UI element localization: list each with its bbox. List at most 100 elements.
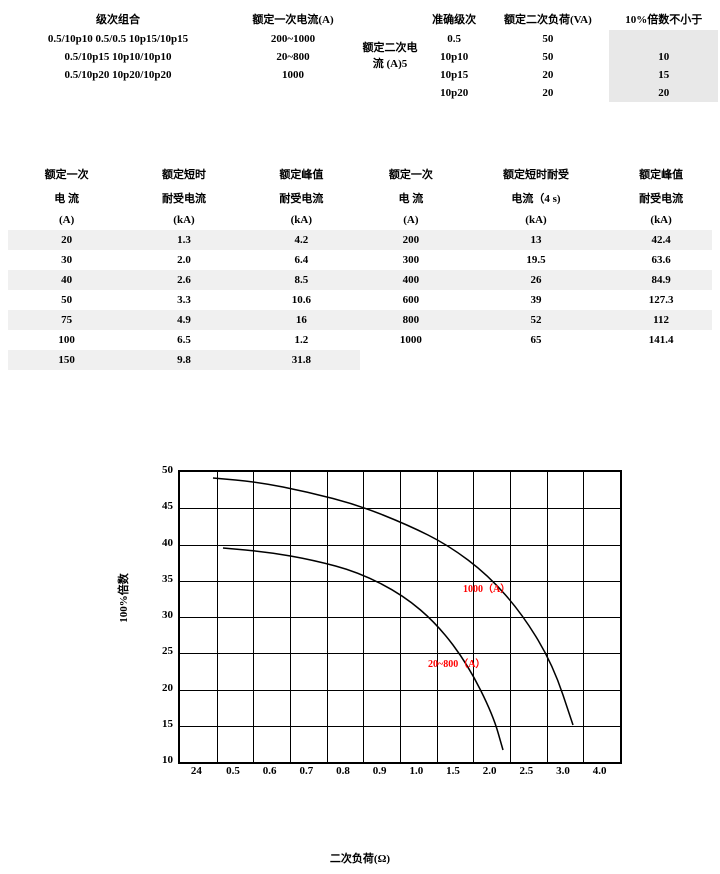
h: (kA) (610, 210, 712, 230)
cell: 65 (462, 330, 610, 350)
x-tick: 0.9 (373, 765, 387, 777)
cell (609, 30, 718, 48)
y-axis-label: 100%倍数 (115, 573, 131, 623)
cell: 2.0 (125, 250, 242, 270)
x-tick: 0.7 (299, 765, 313, 777)
cell: 1000 (360, 330, 462, 350)
cell: 0.5/10p10 0.5/0.5 10p15/10p15 (8, 30, 228, 48)
curve-label: 1000（A） (463, 580, 510, 595)
mid-right-table: 额定一次额定短时耐受额定峰值 电 流电流（4 s)耐受电流 (A)(kA)(kA… (360, 162, 712, 350)
x-tick: 4.0 (593, 765, 607, 777)
cell: 300 (360, 250, 462, 270)
cell: 40 (8, 270, 125, 290)
cell: 20 (486, 66, 609, 84)
cell: 42.4 (610, 230, 712, 250)
cell: 39 (462, 290, 610, 310)
cell: 10p10 (422, 48, 486, 66)
cell: 9.8 (125, 350, 242, 370)
y-tick: 25 (143, 645, 173, 657)
cell: 6.4 (243, 250, 360, 270)
x-tick: 1.5 (446, 765, 460, 777)
x-tick: 3.0 (556, 765, 570, 777)
cell: 1.2 (243, 330, 360, 350)
cell: 127.3 (610, 290, 712, 310)
top-left-table: 级次组合 额定一次电流(A) 0.5/10p10 0.5/0.5 10p15/1… (8, 8, 358, 102)
cell: 75 (8, 310, 125, 330)
cell: 150 (8, 350, 125, 370)
col-header: 额定二次负荷(VA) (486, 8, 609, 30)
cell: 50 (486, 48, 609, 66)
h: 额定峰值 (243, 162, 360, 186)
cell: 4.9 (125, 310, 242, 330)
cell: 16 (243, 310, 360, 330)
cell: 0.5/10p20 10p20/10p20 (8, 66, 228, 84)
top-tables: 级次组合 额定一次电流(A) 0.5/10p10 0.5/0.5 10p15/1… (8, 8, 712, 102)
x-tick: 2.5 (519, 765, 533, 777)
y-tick: 20 (143, 682, 173, 694)
h: (A) (8, 210, 125, 230)
cell: 1.3 (125, 230, 242, 250)
h: 耐受电流 (243, 186, 360, 210)
cell: 50 (8, 290, 125, 310)
cell: 84.9 (610, 270, 712, 290)
row-header: 额定二次电流 (A)5 (358, 8, 422, 102)
x-axis-label: 二次负荷(Ω) (8, 850, 712, 866)
y-tick: 15 (143, 718, 173, 730)
cell: 50 (486, 30, 609, 48)
cell: 20 (609, 84, 718, 102)
mid-tables: 额定一次额定短时额定峰值 电 流耐受电流耐受电流 (A)(kA)(kA) 201… (8, 162, 712, 370)
x-tick: 24 (191, 765, 202, 777)
cell: 0.5 (422, 30, 486, 48)
curve-label: 20~800（A） (428, 655, 485, 670)
cell: 19.5 (462, 250, 610, 270)
x-tick: 0.5 (226, 765, 240, 777)
y-tick: 45 (143, 500, 173, 512)
cell: 200 (360, 230, 462, 250)
y-tick: 30 (143, 609, 173, 621)
h: (kA) (243, 210, 360, 230)
chart: 100%倍数 101520253035404550 240.50.60.70.8… (118, 470, 618, 800)
cell: 800 (360, 310, 462, 330)
h: 电流（4 s) (462, 186, 610, 210)
x-tick: 2.0 (483, 765, 497, 777)
cell: 6.5 (125, 330, 242, 350)
cell: 13 (462, 230, 610, 250)
cell: 20~800 (228, 48, 358, 66)
top-right-table: 额定二次电流 (A)5 准确级次 额定二次负荷(VA) 10%倍数不小于 0.5… (358, 8, 718, 102)
cell: 1000 (228, 66, 358, 84)
cell: 200~1000 (228, 30, 358, 48)
col-header: 准确级次 (422, 8, 486, 30)
cell: 26 (462, 270, 610, 290)
cell: 10p20 (422, 84, 486, 102)
cell: 100 (8, 330, 125, 350)
h: (kA) (462, 210, 610, 230)
cell: 20 (8, 230, 125, 250)
y-tick: 35 (143, 573, 173, 585)
h: 电 流 (8, 186, 125, 210)
cell: 0.5/10p15 10p10/10p10 (8, 48, 228, 66)
cell: 20 (486, 84, 609, 102)
h: (A) (360, 210, 462, 230)
y-tick: 10 (143, 754, 173, 766)
h: (kA) (125, 210, 242, 230)
h: 额定一次 (360, 162, 462, 186)
cell: 112 (610, 310, 712, 330)
h: 电 流 (360, 186, 462, 210)
col-header: 额定一次电流(A) (228, 8, 358, 30)
cell: 52 (462, 310, 610, 330)
cell: 10 (609, 48, 718, 66)
cell: 600 (360, 290, 462, 310)
cell: 31.8 (243, 350, 360, 370)
y-tick: 50 (143, 464, 173, 476)
y-tick: 40 (143, 537, 173, 549)
cell: 400 (360, 270, 462, 290)
cell: 63.6 (610, 250, 712, 270)
cell: 10p15 (422, 66, 486, 84)
h: 耐受电流 (610, 186, 712, 210)
cell: 15 (609, 66, 718, 84)
h: 耐受电流 (125, 186, 242, 210)
h: 额定短时 (125, 162, 242, 186)
mid-left-table: 额定一次额定短时额定峰值 电 流耐受电流耐受电流 (A)(kA)(kA) 201… (8, 162, 360, 370)
cell: 3.3 (125, 290, 242, 310)
x-tick: 1.0 (409, 765, 423, 777)
